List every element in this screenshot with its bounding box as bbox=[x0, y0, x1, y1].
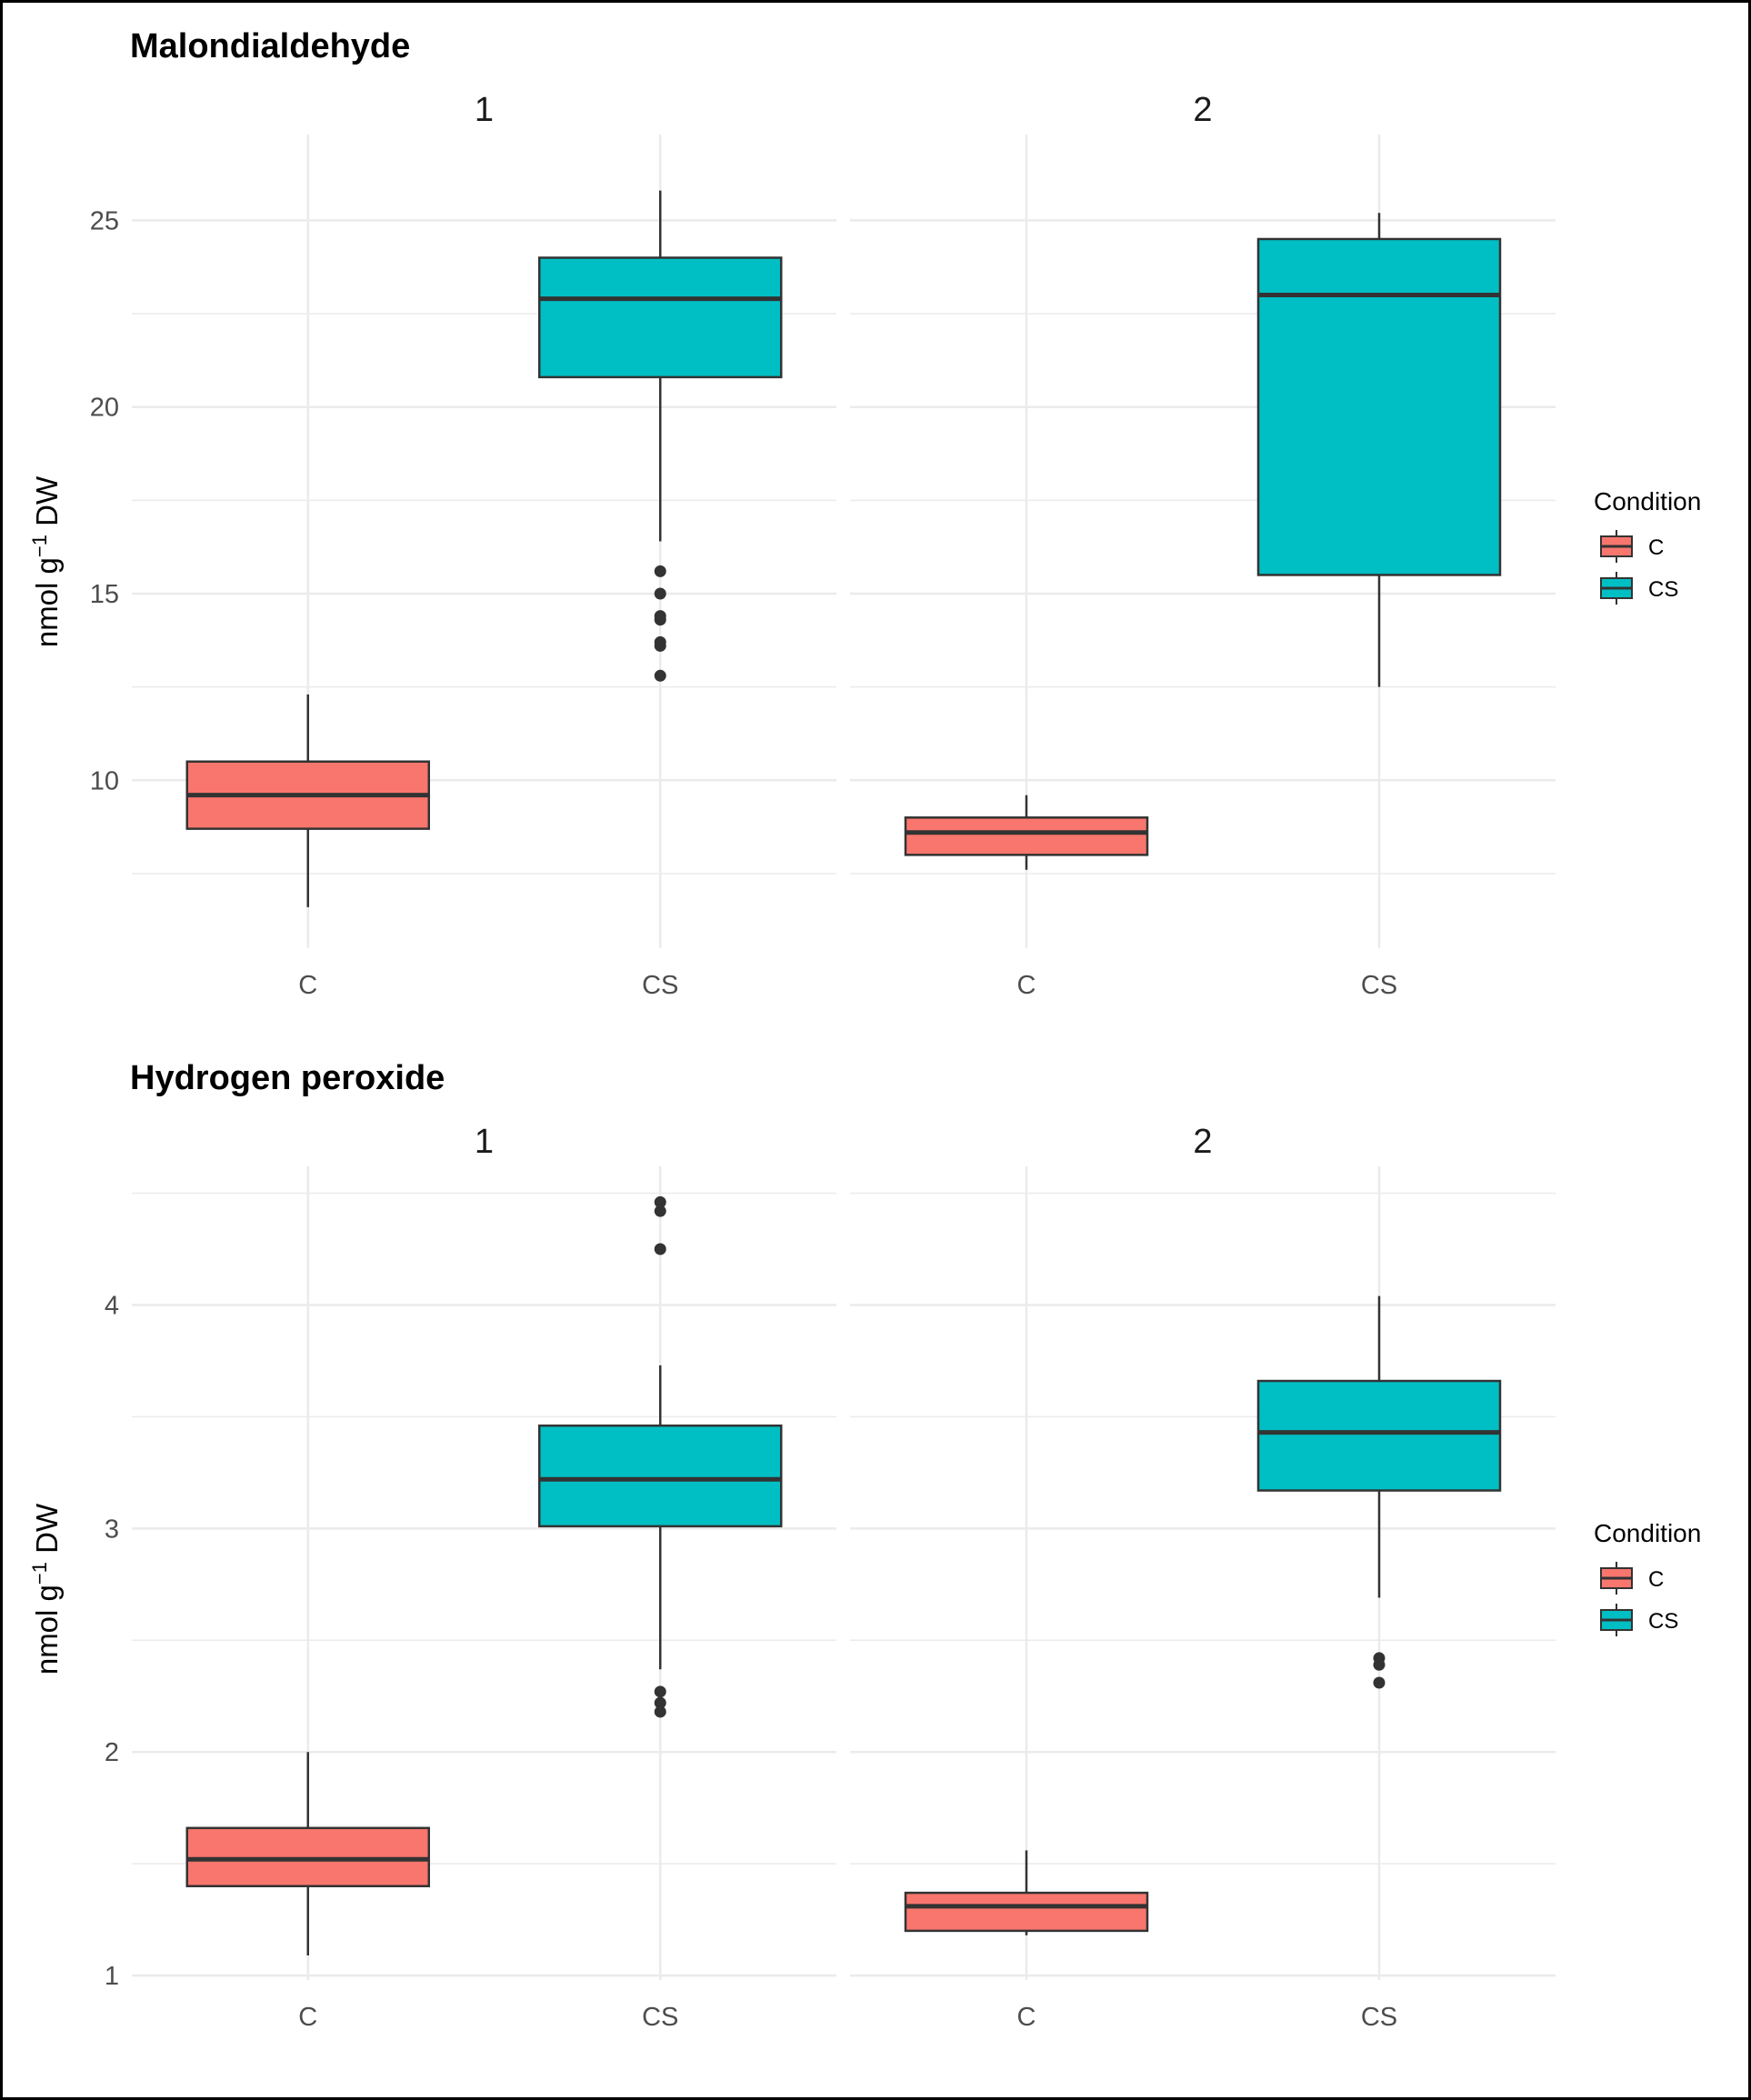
y-tick-label: 15 bbox=[90, 580, 119, 609]
x-tick-label: CS bbox=[1361, 971, 1397, 1000]
box-C bbox=[185, 694, 430, 907]
legend-title: Condition bbox=[1594, 487, 1701, 515]
y-tick-label: 10 bbox=[90, 766, 119, 795]
facet-2: 2 C CS bbox=[850, 91, 1556, 1000]
facet-strip-label: 1 bbox=[475, 91, 494, 129]
y-axis-label: nmol g−1 DW bbox=[28, 475, 64, 647]
facet-strip-label: 2 bbox=[1193, 91, 1212, 129]
y-axis-label-text: nmol g bbox=[30, 557, 64, 647]
outlier-point bbox=[654, 1195, 666, 1208]
legend-label: CS bbox=[1648, 577, 1678, 602]
y-tick-label: 4 bbox=[105, 1291, 119, 1320]
facet-strip-label: 2 bbox=[1193, 1123, 1212, 1161]
chart-title: Malondialdehyde bbox=[130, 27, 410, 65]
outlier-point bbox=[654, 614, 666, 626]
outlier-point bbox=[654, 1685, 666, 1698]
x-tick-label: CS bbox=[642, 971, 678, 1000]
outlier-point bbox=[654, 565, 666, 577]
box-iqr bbox=[904, 1891, 1149, 1933]
chart-1: Malondialdehyde nmol g−1 DW 1 C CS 2 C CS 10 15 20… bbox=[28, 27, 1701, 1000]
x-tick-label: CS bbox=[642, 2003, 678, 2032]
box-iqr bbox=[1256, 1379, 1502, 1492]
y-axis-label-superscript: −1 bbox=[28, 535, 51, 557]
x-tick-label: CS bbox=[1361, 2003, 1397, 2032]
x-tick-label: C bbox=[1017, 2003, 1036, 2032]
legend-item-C: C bbox=[1600, 530, 1664, 563]
box-CS bbox=[538, 1195, 783, 1718]
x-tick-label: C bbox=[298, 971, 317, 1000]
legend: Condition C CS bbox=[1594, 1519, 1701, 1636]
x-tick-label: C bbox=[298, 2003, 317, 2032]
chart-title: Hydrogen peroxide bbox=[130, 1059, 445, 1097]
facet-2: 2 C CS bbox=[850, 1123, 1556, 2032]
legend-label: C bbox=[1648, 1567, 1664, 1592]
box-iqr bbox=[1256, 237, 1502, 576]
facet-1: 1 C CS bbox=[132, 91, 836, 1000]
y-tick-label: 2 bbox=[105, 1738, 119, 1767]
facet-1: 1 C CS bbox=[132, 1123, 836, 2032]
outlier-point bbox=[654, 587, 666, 600]
outlier-point bbox=[654, 1705, 666, 1718]
chart-2: Hydrogen peroxide nmol g−1 DW 1 C CS 2 C CS 1 2 3 4… bbox=[28, 1059, 1701, 2032]
y-tick-label: 1 bbox=[105, 1962, 119, 1991]
box-CS bbox=[538, 190, 783, 682]
outlier-point bbox=[654, 639, 666, 652]
legend-label: CS bbox=[1648, 1609, 1678, 1634]
outlier-point bbox=[654, 1243, 666, 1255]
y-tick-label: 20 bbox=[90, 394, 119, 423]
outlier-point bbox=[654, 1696, 666, 1709]
box-iqr bbox=[538, 1424, 783, 1528]
y-axis-label-unit: DW bbox=[30, 475, 64, 535]
box-iqr bbox=[538, 256, 783, 379]
outlier-point bbox=[1373, 1676, 1386, 1689]
x-tick-label: C bbox=[1017, 971, 1036, 1000]
y-axis-label: nmol g−1 DW bbox=[28, 1503, 64, 1675]
legend-item-CS: CS bbox=[1600, 572, 1678, 605]
outlier-point bbox=[654, 669, 666, 682]
legend-label: C bbox=[1648, 535, 1664, 560]
legend: Condition C CS bbox=[1594, 487, 1701, 605]
outlier-point bbox=[1373, 1658, 1386, 1671]
legend-item-C: C bbox=[1600, 1562, 1664, 1595]
y-axis-label-superscript: −1 bbox=[28, 1562, 51, 1585]
y-tick-label: 25 bbox=[90, 206, 119, 235]
box-C bbox=[904, 795, 1149, 870]
facet-strip-label: 1 bbox=[475, 1123, 494, 1161]
box-iqr bbox=[904, 816, 1149, 856]
box-CS bbox=[1256, 213, 1502, 687]
box-CS bbox=[1256, 1295, 1502, 1689]
y-axis-label-unit: DW bbox=[30, 1503, 64, 1562]
box-C bbox=[185, 1752, 430, 1955]
legend-item-CS: CS bbox=[1600, 1604, 1678, 1636]
y-axis-label-text: nmol g bbox=[30, 1585, 64, 1675]
legend-title: Condition bbox=[1594, 1519, 1701, 1547]
box-C bbox=[904, 1850, 1149, 1935]
outlier-point bbox=[654, 1205, 666, 1217]
y-tick-label: 3 bbox=[105, 1515, 119, 1544]
